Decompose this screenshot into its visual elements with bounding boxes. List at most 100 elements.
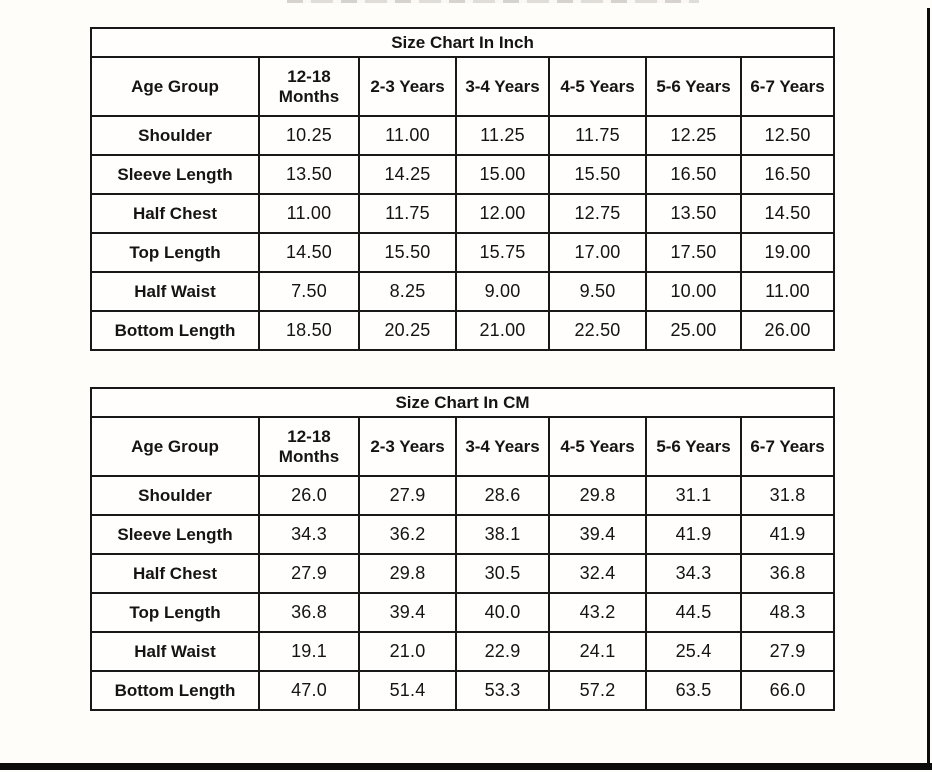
value-cell: 63.5 bbox=[645, 670, 742, 711]
table-title-row: Size Chart In CM bbox=[89, 387, 836, 418]
frame-right-edge bbox=[927, 8, 930, 765]
row-label: Sleeve Length bbox=[90, 154, 260, 195]
value-cell: 39.4 bbox=[548, 514, 647, 555]
value-cell: 12.75 bbox=[548, 193, 647, 234]
value-cell: 11.75 bbox=[358, 193, 457, 234]
value-cell: 9.50 bbox=[548, 271, 647, 312]
value-cell: 24.1 bbox=[548, 631, 647, 672]
value-cell: 17.50 bbox=[645, 232, 742, 273]
table-row: Shoulder 10.25 11.00 11.25 11.75 12.25 12.50 bbox=[90, 115, 836, 156]
row-label: Half Chest bbox=[90, 553, 260, 594]
table-row: Half Waist 19.1 21.0 22.9 24.1 25.4 27.9 bbox=[90, 631, 836, 672]
column-header: 2-3 Years bbox=[358, 416, 457, 477]
value-cell: 31.1 bbox=[645, 475, 742, 516]
value-cell: 11.00 bbox=[258, 193, 360, 234]
value-cell: 15.50 bbox=[548, 154, 647, 195]
row-label: Bottom Length bbox=[90, 310, 260, 351]
row-label: Bottom Length bbox=[90, 670, 260, 711]
row-label: Half Waist bbox=[90, 271, 260, 312]
value-cell: 27.9 bbox=[739, 631, 836, 672]
size-chart-cm-table: Size Chart In CM Age Group 12-18 Months 2… bbox=[89, 387, 836, 711]
value-cell: 7.50 bbox=[258, 271, 360, 312]
row-label: Shoulder bbox=[90, 115, 260, 156]
value-cell: 39.4 bbox=[358, 592, 457, 633]
value-cell: 26.00 bbox=[739, 310, 836, 351]
value-cell: 41.9 bbox=[739, 514, 836, 555]
value-cell: 14.50 bbox=[258, 232, 360, 273]
value-cell: 29.8 bbox=[548, 475, 647, 516]
value-cell: 10.00 bbox=[645, 271, 742, 312]
value-cell: 10.25 bbox=[258, 115, 360, 156]
value-cell: 20.25 bbox=[358, 310, 457, 351]
table-title: Size Chart In Inch bbox=[89, 27, 836, 58]
value-cell: 21.0 bbox=[358, 631, 457, 672]
row-label: Shoulder bbox=[90, 475, 260, 516]
value-cell: 48.3 bbox=[739, 592, 836, 633]
value-cell: 38.1 bbox=[455, 514, 550, 555]
value-cell: 18.50 bbox=[258, 310, 360, 351]
table-row: Half Chest 11.00 11.75 12.00 12.75 13.50 14.50 bbox=[90, 193, 836, 234]
value-cell: 14.50 bbox=[739, 193, 836, 234]
column-header: 5-6 Years bbox=[645, 56, 742, 117]
value-cell: 28.6 bbox=[455, 475, 550, 516]
value-cell: 29.8 bbox=[358, 553, 457, 594]
table-row: Half Chest 27.9 29.8 30.5 32.4 34.3 36.8 bbox=[90, 553, 836, 594]
table-header-row: Age Group 12-18 Months 2-3 Years 3-4 Years… bbox=[90, 56, 836, 117]
value-cell: 40.0 bbox=[455, 592, 550, 633]
value-cell: 19.00 bbox=[739, 232, 836, 273]
column-header: 2-3 Years bbox=[358, 56, 457, 117]
value-cell: 17.00 bbox=[548, 232, 647, 273]
value-cell: 15.00 bbox=[455, 154, 550, 195]
value-cell: 27.9 bbox=[258, 553, 360, 594]
row-label: Sleeve Length bbox=[90, 514, 260, 555]
value-cell: 44.5 bbox=[645, 592, 742, 633]
value-cell: 30.5 bbox=[455, 553, 550, 594]
column-header: 6-7 Years bbox=[739, 56, 836, 117]
value-cell: 9.00 bbox=[455, 271, 550, 312]
row-label: Half Waist bbox=[90, 631, 260, 672]
value-cell: 32.4 bbox=[548, 553, 647, 594]
table-row: Sleeve Length 34.3 36.2 38.1 39.4 41.9 41.9 bbox=[90, 514, 836, 555]
table-row: Bottom Length 47.0 51.4 53.3 57.2 63.5 66.0 bbox=[90, 670, 836, 711]
row-label: Half Chest bbox=[90, 193, 260, 234]
row-label: Top Length bbox=[90, 592, 260, 633]
value-cell: 8.25 bbox=[358, 271, 457, 312]
value-cell: 31.8 bbox=[739, 475, 836, 516]
value-cell: 16.50 bbox=[739, 154, 836, 195]
clipped-title-fragment bbox=[287, 0, 699, 3]
corner-header-age-group: Age Group bbox=[90, 416, 260, 477]
column-header: 4-5 Years bbox=[548, 56, 647, 117]
value-cell: 22.50 bbox=[548, 310, 647, 351]
column-header: 12-18 Months bbox=[258, 416, 360, 477]
value-cell: 25.4 bbox=[645, 631, 742, 672]
value-cell: 26.0 bbox=[258, 475, 360, 516]
table-title: Size Chart In CM bbox=[89, 387, 836, 418]
value-cell: 14.25 bbox=[358, 154, 457, 195]
value-cell: 36.8 bbox=[258, 592, 360, 633]
value-cell: 15.75 bbox=[455, 232, 550, 273]
value-cell: 22.9 bbox=[455, 631, 550, 672]
size-chart-inch-table: Size Chart In Inch Age Group 12-18 Month… bbox=[89, 27, 836, 351]
table-row: Bottom Length 18.50 20.25 21.00 22.50 25.00 26… bbox=[90, 310, 836, 351]
value-cell: 12.50 bbox=[739, 115, 836, 156]
value-cell: 16.50 bbox=[645, 154, 742, 195]
column-header: 4-5 Years bbox=[548, 416, 647, 477]
value-cell: 66.0 bbox=[739, 670, 836, 711]
value-cell: 13.50 bbox=[645, 193, 742, 234]
corner-header-age-group: Age Group bbox=[90, 56, 260, 117]
table-row: Top Length 36.8 39.4 40.0 43.2 44.5 48.3 bbox=[90, 592, 836, 633]
value-cell: 34.3 bbox=[645, 553, 742, 594]
value-cell: 51.4 bbox=[358, 670, 457, 711]
table-row: Half Waist 7.50 8.25 9.00 9.50 10.00 11.00 bbox=[90, 271, 836, 312]
value-cell: 36.2 bbox=[358, 514, 457, 555]
value-cell: 11.75 bbox=[548, 115, 647, 156]
value-cell: 11.00 bbox=[358, 115, 457, 156]
table-header-row: Age Group 12-18 Months 2-3 Years 3-4 Years… bbox=[90, 416, 836, 477]
frame-bottom-edge bbox=[0, 763, 932, 770]
value-cell: 57.2 bbox=[548, 670, 647, 711]
value-cell: 11.25 bbox=[455, 115, 550, 156]
value-cell: 11.00 bbox=[739, 271, 836, 312]
value-cell: 21.00 bbox=[455, 310, 550, 351]
column-header: 12-18 Months bbox=[258, 56, 360, 117]
value-cell: 47.0 bbox=[258, 670, 360, 711]
